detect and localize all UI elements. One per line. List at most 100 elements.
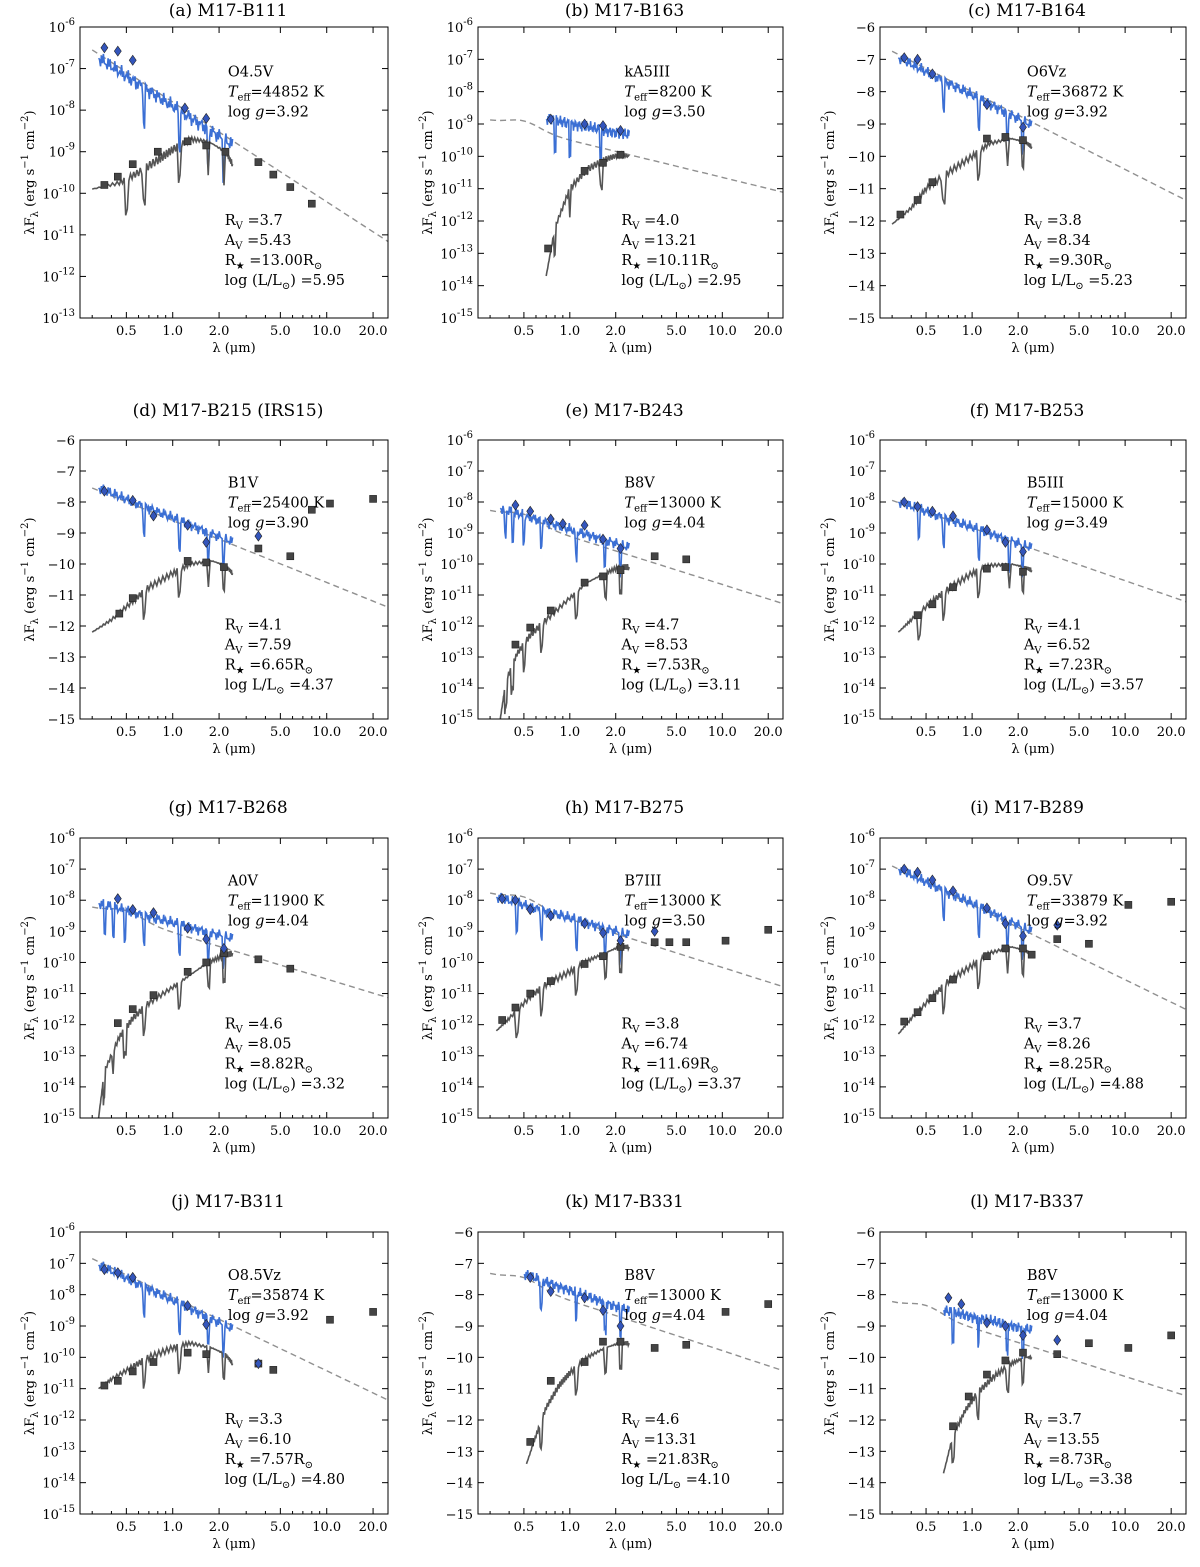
av-annotation: AV =8.26 (1023, 1036, 1091, 1055)
teff-annotation: Teff=8200 K (624, 84, 712, 103)
y-label-main: λF (23, 1023, 38, 1040)
y-tick-exponent: -12 (59, 1015, 75, 1026)
rstar-value: =9.30R (1044, 253, 1105, 269)
logg-value: =3.92 (1063, 914, 1107, 930)
x-tick-label: 0.5 (116, 1520, 137, 1535)
logl-prefix: log (225, 1472, 252, 1488)
y-tick-base: 10 (842, 558, 859, 573)
logg-prefix: log (1027, 1308, 1054, 1324)
plot-frame (477, 439, 784, 720)
teff-annotation: Teff=13000 K (624, 495, 722, 514)
rstar-subscript: ★ (632, 666, 641, 677)
rstar-annotation: R★ =21.83R⊙ (621, 1452, 718, 1471)
photometry-square-marker (721, 936, 730, 945)
plot-frame (79, 837, 389, 1119)
y-tick-exponent: -6 (463, 430, 473, 441)
y-tick-label: 10-12 (842, 616, 875, 635)
y-label-sub: λ (30, 617, 41, 624)
av-value: =7.59 (242, 638, 291, 654)
y-tick-base: 10 (842, 1019, 859, 1034)
rstar-value: =13.00R (245, 253, 315, 269)
panel-l: (l) M17-B337 −15 −14 −13 −12 −11 −10 −9 −8 −7 −6 0.… (820, 1192, 1187, 1552)
dereddened-diamond-marker (1001, 536, 1010, 548)
teff-value: =35874 K (251, 1288, 326, 1304)
y-label-units: (erg s (421, 576, 436, 618)
y-tick-label: −15 (848, 312, 875, 327)
reddened-model-line (499, 562, 630, 719)
rv-value: =4.6 (640, 1412, 680, 1428)
dereddened-diamond-marker (220, 942, 228, 954)
y-tick-label: −9 (856, 1320, 875, 1335)
y-tick-base: 10 (42, 1508, 59, 1523)
y-tick-label: 10-13 (440, 243, 473, 262)
logl-prefix: log (621, 273, 648, 289)
spectral-type: O6Vz (1027, 64, 1067, 80)
plot-frame (79, 1231, 389, 1515)
photometry-square-marker (1053, 1350, 1062, 1358)
x-tick-label: 0.5 (116, 324, 137, 339)
rv-annotation: RV =3.7 (225, 213, 283, 232)
av-symbol: A (1023, 1036, 1035, 1052)
y-tick-label: 10-9 (447, 114, 473, 133)
x-tick-label: 20.0 (1157, 1520, 1186, 1535)
sun-subscript: ⊙ (314, 261, 322, 272)
photometry-square-marker (546, 1377, 555, 1385)
y-axis-label: λFλ (erg s−1 cm−2) (20, 916, 41, 1040)
av-annotation: AV =8.05 (224, 1036, 292, 1055)
y-tick-exponent: -8 (463, 82, 473, 93)
y-tick-label: −11 (848, 1383, 875, 1398)
teff-annotation: Teff=25400 K (228, 495, 326, 514)
photometry-square-marker (928, 178, 937, 186)
y-label-units: ) (421, 916, 436, 921)
y-tick-base: 10 (49, 63, 66, 78)
plot-frame (477, 26, 784, 319)
x-axis-label: λ (μm) (1011, 1537, 1054, 1552)
y-tick-label: −6 (56, 434, 75, 449)
rv-subscript: V (235, 1420, 244, 1431)
x-tick-label: 20.0 (754, 1520, 783, 1535)
rstar-value: =21.83R (641, 1452, 711, 1468)
sun-subscript: ⊙ (1104, 1064, 1112, 1075)
y-tick-exponent: -13 (859, 647, 875, 658)
x-tick-label: 5.0 (666, 1124, 687, 1139)
rstar-symbol: R (1024, 1452, 1036, 1468)
photometry-square-marker (580, 1358, 589, 1366)
spectral-type: O9.5V (1027, 874, 1073, 890)
dereddened-diamond-marker (650, 925, 659, 937)
teff-value: =44852 K (251, 84, 326, 100)
av-subscript: V (234, 1044, 243, 1055)
y-tick-label: −6 (856, 1226, 875, 1241)
y-label-exp: −1 (418, 561, 429, 576)
rv-subscript: V (235, 1024, 244, 1035)
y-tick-label: 10-10 (440, 146, 473, 165)
photometry-square-marker (544, 244, 552, 253)
y-tick-base: 10 (42, 1477, 59, 1492)
y-tick-label: 10-14 (842, 1077, 875, 1096)
y-tick-base: 10 (42, 1112, 59, 1127)
plot-frame (79, 26, 389, 319)
y-axis-label: λFλ (erg s−1 cm−2) (820, 1311, 841, 1435)
y-tick-base: 10 (49, 1320, 66, 1335)
y-tick-label: −10 (446, 1351, 473, 1366)
logg-value: =3.50 (661, 914, 705, 930)
teff-symbol: T (624, 1288, 635, 1304)
y-tick-label: 10-8 (849, 890, 875, 909)
teff-symbol: T (228, 84, 239, 100)
av-annotation: AV =5.43 (224, 233, 292, 252)
y-tick-label: 10-15 (440, 308, 473, 327)
y-tick-base: 10 (849, 465, 866, 480)
teff-annotation: Teff=13000 K (624, 1288, 722, 1307)
av-annotation: AV =13.21 (620, 233, 697, 252)
y-tick-label: −11 (848, 183, 875, 198)
rstar-subscript: ★ (632, 1460, 641, 1471)
photometry-square-marker (526, 1438, 535, 1446)
dereddened-diamond-marker (1019, 546, 1027, 558)
photometry-square-marker (949, 975, 957, 984)
photometry-square-marker (183, 557, 192, 565)
logl-symbol: L/L (1051, 273, 1076, 289)
av-symbol: A (224, 1036, 236, 1052)
y-label-units: cm (823, 130, 838, 154)
photometry-square-marker (220, 563, 228, 571)
teff-annotation: Teff=44852 K (228, 84, 326, 103)
